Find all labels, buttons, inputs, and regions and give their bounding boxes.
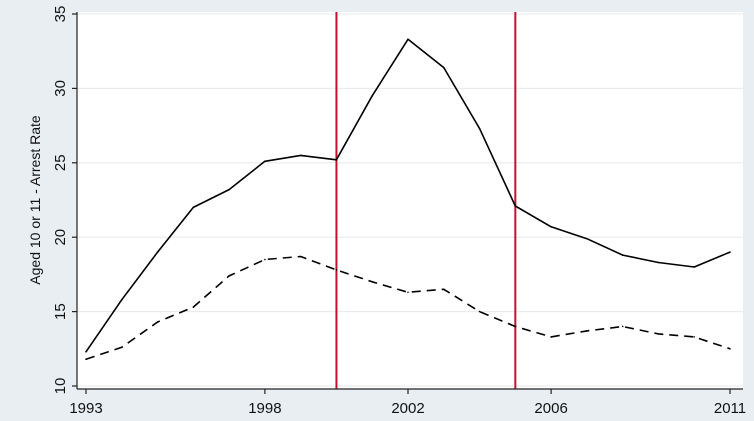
- x-tick-label-2011: 2011: [714, 400, 746, 417]
- data-point-solid-1993: [85, 350, 87, 353]
- data-point-solid-2003: [442, 66, 445, 69]
- data-point-dashed-2003: [442, 288, 445, 291]
- data-point-solid-2004: [478, 127, 481, 130]
- data-point-solid-2000: [335, 159, 338, 161]
- data-point-solid-1995: [156, 251, 159, 253]
- y-tick-label-15: 15: [52, 303, 69, 320]
- data-point-dashed-1996: [192, 306, 195, 308]
- y-axis-title: Aged 10 or 11 - Arrest Rate: [27, 115, 43, 285]
- data-point-solid-1999: [299, 154, 302, 157]
- data-point-dashed-2001: [371, 281, 374, 283]
- data-point-dashed-2007: [586, 330, 588, 332]
- data-point-dashed-1994: [120, 346, 123, 349]
- data-point-dashed-2011: [729, 348, 731, 350]
- data-point-dashed-1995: [156, 321, 159, 323]
- x-tick-label-1993: 1993: [69, 400, 102, 417]
- data-point-solid-1997: [228, 188, 230, 191]
- data-point-dashed-2008: [621, 325, 624, 328]
- data-point-solid-2007: [586, 237, 588, 240]
- data-point-solid-2011: [729, 251, 731, 253]
- y-tick-label-10: 10: [52, 378, 69, 395]
- data-point-dashed-1999: [299, 255, 302, 258]
- y-tick-label-25: 25: [52, 154, 69, 171]
- data-point-solid-2001: [371, 95, 374, 97]
- data-point-solid-1996: [192, 206, 195, 209]
- data-point-dashed-1993: [85, 358, 87, 361]
- data-point-solid-2008: [621, 254, 624, 256]
- data-point-dashed-2004: [478, 310, 481, 313]
- data-point-solid-2005: [514, 205, 517, 207]
- y-tick-label-20: 20: [52, 229, 69, 246]
- data-point-dashed-1998: [264, 258, 266, 261]
- x-tick-label-2002: 2002: [391, 400, 424, 417]
- series-lines: [85, 38, 731, 361]
- axes: [76, 12, 743, 390]
- data-point-dashed-2005: [514, 325, 517, 328]
- data-point-solid-1994: [120, 298, 123, 301]
- data-point-solid-1998: [264, 160, 266, 163]
- x-tick-label-2006: 2006: [534, 400, 567, 417]
- data-point-dashed-2010: [693, 336, 696, 338]
- tick-labels: 10 15 20 25 30 35 1993 1998 2002 2006 2011: [52, 6, 746, 417]
- y-tick-label-35: 35: [52, 6, 69, 23]
- data-point-dashed-2009: [657, 333, 660, 335]
- y-tick-label-30: 30: [52, 80, 69, 97]
- data-point-dashed-2000: [335, 269, 338, 271]
- data-point-solid-2009: [657, 261, 660, 264]
- x-tick-label-1998: 1998: [248, 400, 281, 417]
- data-point-dashed-2006: [550, 336, 552, 338]
- data-point-solid-2006: [550, 225, 552, 228]
- gridlines: [77, 13, 743, 387]
- data-point-dashed-1997: [228, 275, 230, 277]
- plot-area-background: [77, 12, 743, 389]
- data-point-dashed-2002: [407, 291, 409, 294]
- data-point-solid-2002: [407, 38, 409, 41]
- data-point-solid-2010: [693, 266, 696, 268]
